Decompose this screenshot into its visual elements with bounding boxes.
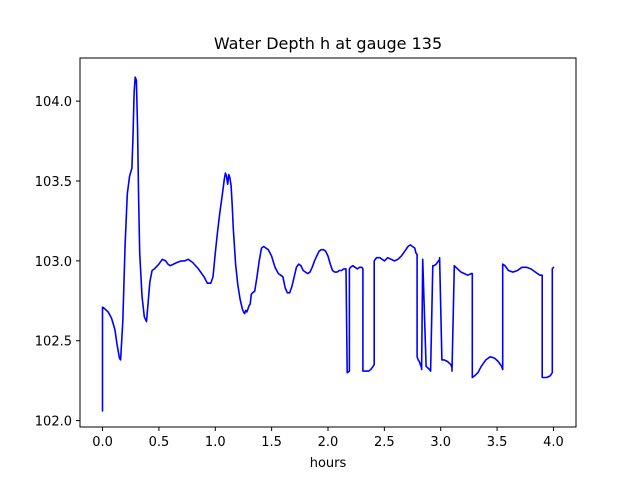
- x-tick-label: 1.0: [205, 435, 226, 450]
- y-tick-label: 102.0: [35, 415, 72, 430]
- x-tick-label: 0.5: [149, 435, 170, 450]
- x-tick-label: 2.5: [374, 435, 395, 450]
- x-axis-label: hours: [310, 456, 347, 471]
- y-tick-label: 104.0: [35, 95, 72, 110]
- x-tick-label: 1.5: [261, 435, 282, 450]
- x-tick-label: 3.5: [487, 435, 508, 450]
- y-tick-label: 103.5: [35, 175, 72, 190]
- x-tick-label: 2.0: [318, 435, 339, 450]
- y-axis-ticks: 102.0 102.5 103.0 103.5 104.0: [35, 95, 80, 430]
- y-tick-label: 102.5: [35, 335, 72, 350]
- x-tick-label: 0.0: [92, 435, 113, 450]
- y-tick-label: 103.0: [35, 255, 72, 270]
- series-layer: [101, 76, 555, 412]
- series-line-1: [101, 76, 555, 412]
- x-tick-label: 3.0: [430, 435, 451, 450]
- x-tick-label: 4.0: [543, 435, 564, 450]
- chart-title: Water Depth h at gauge 135: [214, 34, 442, 53]
- x-axis-ticks: 0.0 0.5 1.0 1.5 2.0 2.5 3.0 3.5 4.0: [92, 427, 564, 450]
